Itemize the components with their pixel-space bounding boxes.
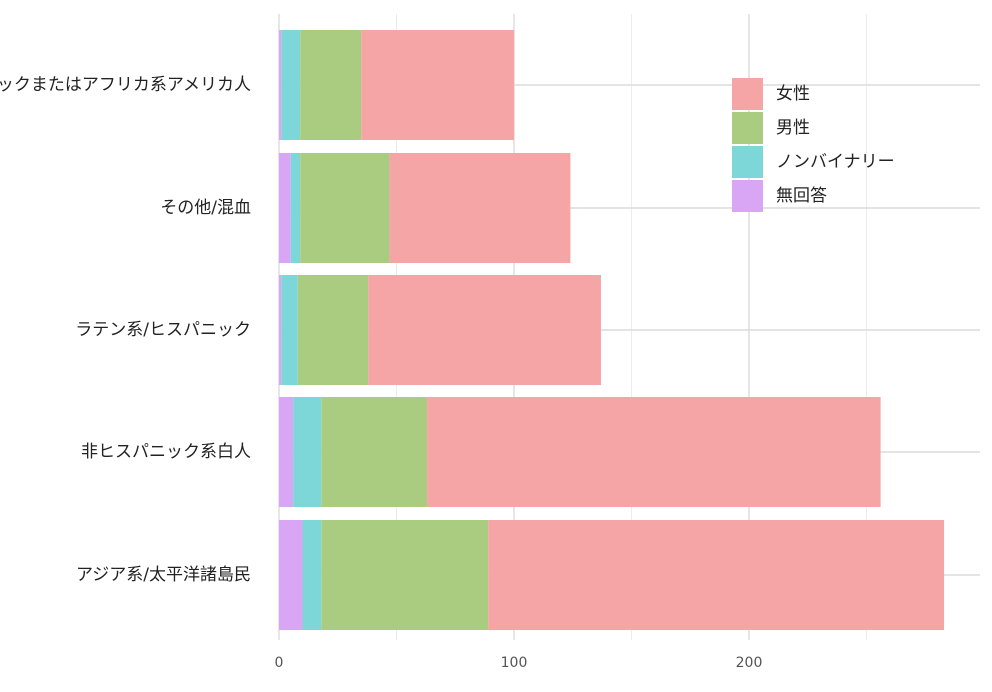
bar-segment <box>368 275 601 385</box>
bar-segment <box>281 30 301 140</box>
category-label: アジア系/太平洋諸島民 <box>76 565 251 585</box>
category-label: ブラックまたはアフリカ系アメリカ人 <box>0 74 251 95</box>
bar-segment <box>302 520 322 630</box>
category-label: ラテン系/ヒスパニック <box>75 320 251 340</box>
bar-segment <box>279 153 291 263</box>
legend-swatch <box>732 146 763 178</box>
x-tick-label: 0 <box>275 655 284 671</box>
bar-segment <box>279 397 294 507</box>
bar-segment <box>427 397 881 507</box>
bar-segment <box>321 520 489 630</box>
bar-segment <box>321 397 428 507</box>
x-tick-label: 200 <box>736 655 763 671</box>
legend-swatch <box>732 180 763 212</box>
bar-segment <box>279 275 282 385</box>
bar-segment <box>300 30 362 140</box>
legend-label: 男性 <box>776 118 810 138</box>
x-tick-label: 100 <box>501 655 528 671</box>
category-axis: ブラックまたはアフリカ系アメリカ人その他/混血ラテン系/ヒスパニック非ヒスパニッ… <box>0 74 251 585</box>
bar-segment <box>290 153 301 263</box>
bar-segment <box>361 30 514 140</box>
bar-segment <box>279 30 282 140</box>
legend-swatch <box>732 78 763 110</box>
legend-label: ノンバイナリー <box>776 152 895 172</box>
legend-label: 女性 <box>776 84 810 104</box>
bar-segment <box>281 275 298 385</box>
bar-segment <box>293 397 322 507</box>
bar-segment <box>279 520 303 630</box>
bar-segment <box>297 275 369 385</box>
category-label: その他/混血 <box>160 198 251 218</box>
legend-label: 無回答 <box>776 186 827 206</box>
category-label: 非ヒスパニック系白人 <box>81 442 251 462</box>
legend-swatch <box>732 112 763 144</box>
bar-segment <box>300 153 390 263</box>
bar-layer <box>279 30 945 630</box>
bar-segment <box>488 520 945 630</box>
bar-segment <box>389 153 571 263</box>
value-axis: 0 100 200 <box>275 655 763 671</box>
